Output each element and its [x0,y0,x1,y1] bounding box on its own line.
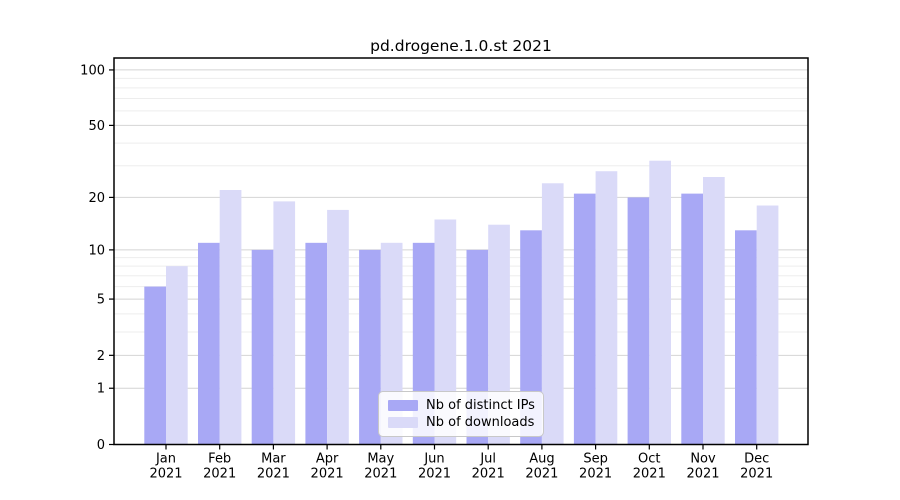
y-tick-label: 0 [97,438,105,453]
x-tick-label-month: Dec [744,452,769,467]
legend-entry-distinct-ips: Nb of distinct IPs [388,398,535,413]
bar-downloads [541,183,564,445]
y-tick-label: 2 [97,349,105,364]
bar-distinct-ips [520,230,542,445]
x-tick-label-month: Aug [529,452,554,467]
x-tick-label-year: 2021 [633,467,666,482]
x-tick-label-year: 2021 [364,467,397,482]
x-tick-label-month: Feb [208,452,231,467]
x-tick-label-month: Jun [423,452,444,467]
x-tick-label-year: 2021 [686,467,719,482]
bar-downloads [595,171,618,445]
x-tick-label-year: 2021 [311,467,344,482]
legend-swatch-downloads [388,417,418,428]
x-tick-label-month: May [367,452,394,467]
y-tick-label: 10 [88,243,105,258]
bar-downloads [166,266,188,445]
bar-downloads [434,219,457,445]
bar-downloads [273,201,296,445]
x-tick-label-year: 2021 [579,467,612,482]
x-tick-label-year: 2021 [257,467,290,482]
x-tick-label-year: 2021 [149,467,182,482]
bar-distinct-ips [627,197,650,445]
x-tick-label-year: 2021 [740,467,773,482]
x-tick-label-year: 2021 [472,467,505,482]
legend-entry-downloads: Nb of downloads [388,416,534,429]
bar-downloads [488,224,510,445]
legend-label-distinct-ips: Nb of distinct IPs [426,398,535,413]
x-tick-label-year: 2021 [525,467,558,482]
x-tick-label-month: Sep [583,452,608,467]
bar-distinct-ips [305,242,328,445]
plot-border [113,57,809,446]
bar-downloads [756,205,779,445]
x-tick-label-month: Jan [155,452,176,467]
legend: Nb of distinct IPs Nb of downloads [378,391,544,437]
y-tick-label: 1 [97,382,105,397]
bar-downloads [703,177,725,445]
bar-downloads [327,209,349,445]
bar-distinct-ips [359,249,381,445]
x-tick-label-month: Oct [638,452,660,467]
x-tick-label-month: Nov [690,452,716,467]
y-tick-label: 20 [88,191,105,206]
x-tick-label-month: Jul [479,452,496,467]
x-tick-label-month: Apr [316,452,339,467]
legend-swatch-distinct-ips [388,400,418,411]
x-tick-label-month: Mar [261,452,286,467]
legend-label-downloads: Nb of downloads [426,415,535,430]
y-tick-label: 5 [97,293,105,308]
bar-distinct-ips [251,249,274,445]
bar-distinct-ips [198,242,220,445]
y-tick-label: 100 [80,63,105,78]
y-tick-label: 50 [88,119,105,134]
x-tick-label-year: 2021 [418,467,451,482]
bar-distinct-ips [681,193,703,445]
chart-title: pd.drogene.1.0.st 2021 [370,37,552,55]
bar-downloads [219,190,242,445]
bar-downloads [649,160,671,445]
bar-distinct-ips [573,193,596,445]
bar-distinct-ips [144,286,166,445]
bar-distinct-ips [735,230,757,445]
x-tick-label-year: 2021 [203,467,236,482]
